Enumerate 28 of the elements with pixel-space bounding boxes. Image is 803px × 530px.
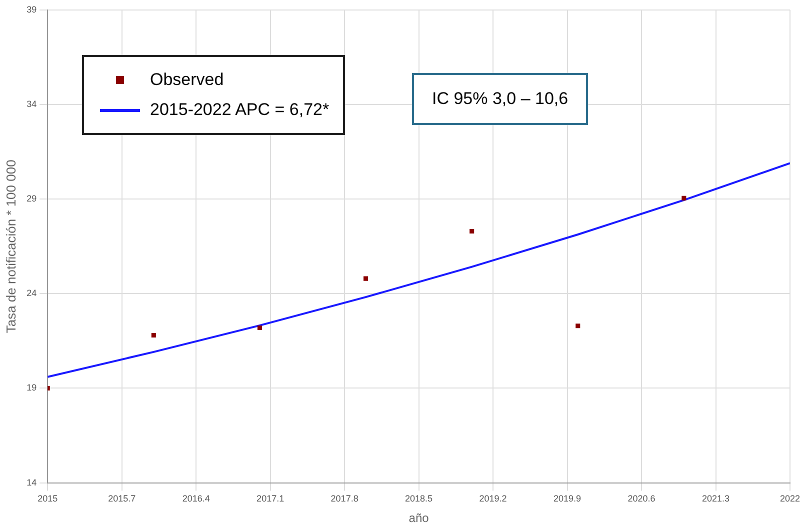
y-axis-title: Tasa de notificación * 100 000 [3,160,18,334]
legend-label: Observed [150,70,224,90]
x-tick-label: 2018.5 [405,494,433,504]
x-tick-label: 2016.4 [182,494,210,504]
x-tick-label: 2017.1 [256,494,284,504]
point [257,325,262,330]
y-tick-label: 24 [26,288,37,298]
y-tick-label: 19 [26,382,37,393]
y-tick-label: 29 [26,194,37,204]
x-tick-label: 2015 [38,494,58,504]
point [682,196,686,200]
point [576,324,580,328]
y-tick-label: 14 [26,477,37,488]
x-tick-label: 2017.8 [330,494,358,504]
y-tick-label: 39 [26,4,37,14]
point [364,276,368,281]
annotation: IC 95% 3,0 – 10,6 [412,73,588,125]
y-tick-label: 34 [26,99,37,110]
x-axis-title: año [408,511,430,526]
x-tick-label: 2022 [780,494,800,504]
point [470,229,474,234]
legend-label: 2015-2022 APC = 6,72* [150,100,330,120]
x-tick-label: 2020.6 [628,494,656,504]
x-tick-label: 2015.7 [108,494,136,504]
point [151,333,156,338]
x-tick-label: 2021.3 [702,494,730,504]
x-tick-label: 2019.9 [554,494,582,504]
x-tick-label: 2019.2 [479,494,507,504]
